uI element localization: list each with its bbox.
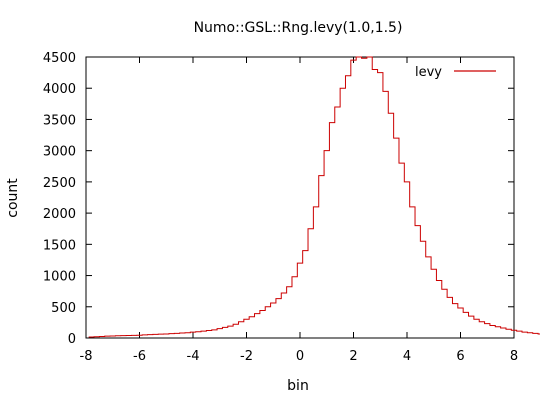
- y-tick-label: 500: [51, 301, 76, 316]
- y-axis-label: count: [5, 178, 21, 218]
- x-tick-label: 6: [456, 349, 464, 364]
- series-group: [88, 56, 540, 338]
- x-tick-label: 8: [510, 349, 518, 364]
- x-tick-label: -2: [240, 349, 253, 364]
- x-tick-label: 4: [403, 349, 411, 364]
- y-tick-label: 2000: [43, 207, 76, 222]
- x-tick-label: -6: [133, 349, 146, 364]
- series-line-levy: [88, 56, 540, 338]
- x-tick-label: 2: [349, 349, 357, 364]
- y-tick-label: 3500: [43, 113, 76, 128]
- y-tick-label: 3000: [43, 145, 76, 160]
- x-tick-label: -8: [80, 349, 93, 364]
- y-tick-label: 1000: [43, 270, 76, 285]
- y-tick-label: 2500: [43, 176, 76, 191]
- axis-ticks: -8 -6 -4 -2 0 2 4 6 8 0 500 1000 1500 2000 2500 3000 350…: [43, 51, 518, 364]
- x-tick-label: -4: [187, 349, 200, 364]
- y-tick-label: 0: [68, 332, 76, 347]
- legend: levy: [415, 65, 496, 80]
- y-tick-label: 4500: [43, 51, 76, 66]
- y-tick-label: 1500: [43, 238, 76, 253]
- x-axis-label: bin: [287, 378, 309, 394]
- x-tick-label: 0: [296, 349, 304, 364]
- chart-title: Numo::GSL::Rng.levy(1.0,1.5): [194, 20, 403, 36]
- y-tick-label: 4000: [43, 82, 76, 97]
- legend-label-levy: levy: [415, 65, 442, 80]
